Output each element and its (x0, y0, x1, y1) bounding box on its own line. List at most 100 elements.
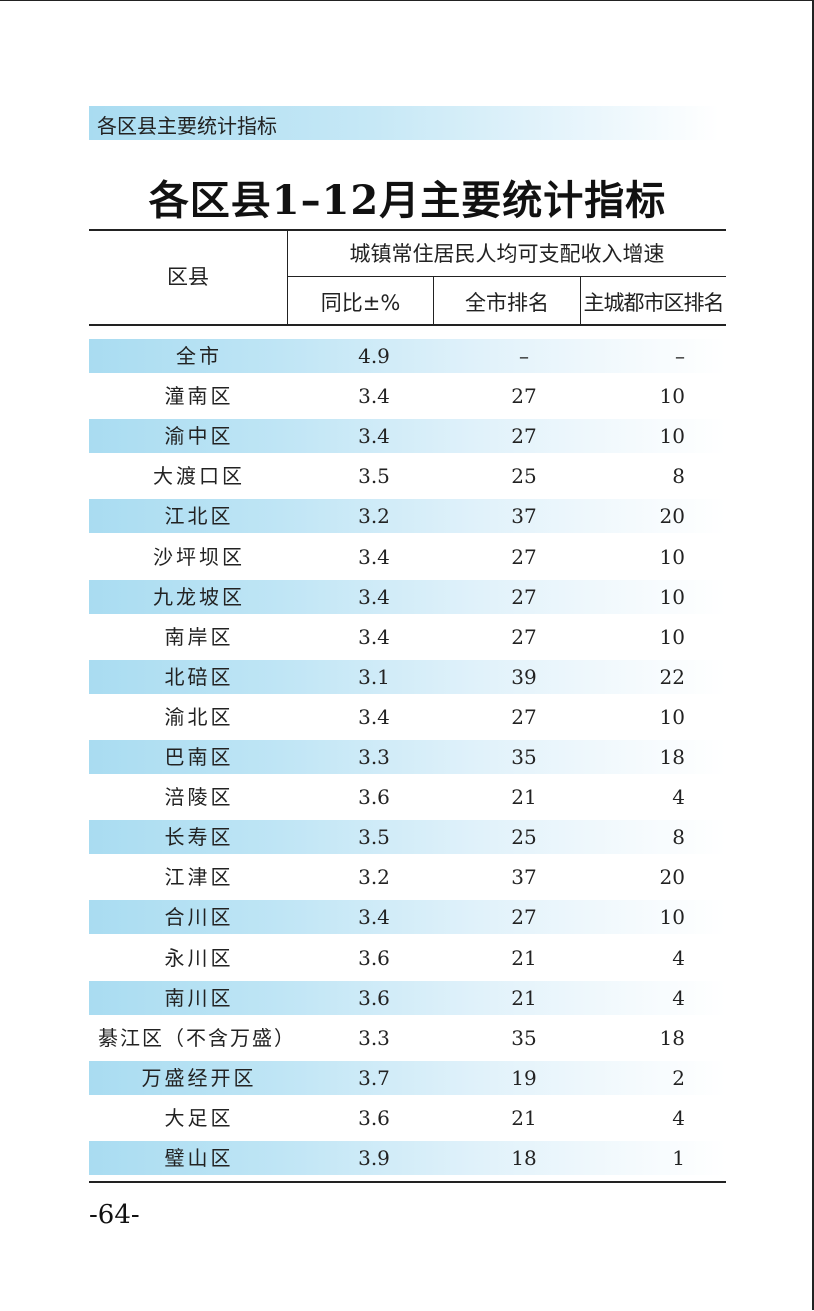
city-rank-cell: 27 (511, 545, 537, 569)
yoy-cell: 3.4 (358, 424, 390, 448)
city-rank-cell: 39 (511, 665, 537, 689)
district-cell: 璧山区 (164, 1146, 234, 1170)
main-rank-cell: – (675, 344, 685, 368)
district-cell: 沙坪坝区 (153, 545, 245, 569)
table-row: 綦江区（不含万盛） 3.3 35 18 (89, 1021, 726, 1055)
table-bottom-rule (89, 1181, 726, 1183)
main-rank-cell: 2 (672, 1066, 685, 1090)
district-cell: 永川区 (164, 946, 234, 970)
yoy-cell: 3.4 (358, 905, 390, 929)
main-rank-cell: 10 (659, 384, 685, 408)
city-rank-cell: 19 (511, 1066, 537, 1090)
table-row: 璧山区 3.9 18 1 (89, 1141, 726, 1175)
yoy-cell: 3.2 (358, 504, 390, 528)
city-rank-cell: 21 (511, 946, 537, 970)
table-row: 沙坪坝区 3.4 27 10 (89, 540, 726, 574)
city-rank-cell: – (519, 344, 529, 368)
city-rank-cell: 25 (511, 825, 537, 849)
col-header-district: 区县 (167, 265, 209, 289)
city-rank-cell: 27 (511, 705, 537, 729)
district-cell: 南川区 (164, 986, 234, 1010)
yoy-cell: 3.4 (358, 705, 390, 729)
yoy-cell: 3.6 (358, 785, 390, 809)
city-rank-cell: 27 (511, 384, 537, 408)
yoy-cell: 3.2 (358, 865, 390, 889)
col-header-city-rank: 全市排名 (465, 291, 549, 315)
city-rank-cell: 37 (511, 504, 537, 528)
table-row: 巴南区 3.3 35 18 (89, 740, 726, 774)
city-rank-cell: 27 (511, 905, 537, 929)
district-cell: 全市 (176, 344, 222, 368)
table-row: 南岸区 3.4 27 10 (89, 620, 726, 654)
yoy-cell: 3.9 (358, 1146, 390, 1170)
main-rank-cell: 18 (659, 1026, 685, 1050)
main-rank-cell: 10 (659, 705, 685, 729)
table-row: 长寿区 3.5 25 8 (89, 820, 726, 854)
city-rank-cell: 18 (511, 1146, 537, 1170)
main-rank-cell: 20 (659, 504, 685, 528)
main-rank-cell: 4 (672, 1106, 685, 1130)
table-row: 南川区 3.6 21 4 (89, 981, 726, 1015)
yoy-cell: 3.3 (358, 1026, 390, 1050)
yoy-cell: 3.6 (358, 1106, 390, 1130)
main-rank-cell: 8 (672, 464, 685, 488)
table-row: 大渡口区 3.5 25 8 (89, 459, 726, 493)
table-row: 全市 4.9 – – (89, 339, 726, 373)
page-number: -64- (89, 1200, 140, 1230)
main-rank-cell: 22 (659, 665, 685, 689)
table-row: 合川区 3.4 27 10 (89, 900, 726, 934)
yoy-cell: 3.4 (358, 625, 390, 649)
table-header-bottom-rule (89, 324, 726, 326)
district-cell: 长寿区 (164, 825, 234, 849)
main-rank-cell: 18 (659, 745, 685, 769)
city-rank-cell: 27 (511, 585, 537, 609)
main-rank-cell: 8 (672, 825, 685, 849)
page-title: 各区县1–12月主要统计指标 (148, 177, 667, 224)
table-row: 永川区 3.6 21 4 (89, 941, 726, 975)
city-rank-cell: 21 (511, 785, 537, 809)
header-divider-2 (433, 277, 434, 324)
table-row: 大足区 3.6 21 4 (89, 1101, 726, 1135)
yoy-cell: 3.5 (358, 464, 390, 488)
district-cell: 万盛经开区 (141, 1066, 257, 1090)
col-header-income-growth: 城镇常住居民人均可支配收入增速 (349, 242, 665, 266)
main-rank-cell: 10 (659, 585, 685, 609)
yoy-cell: 3.6 (358, 946, 390, 970)
district-cell: 北碚区 (164, 665, 234, 689)
yoy-cell: 3.6 (358, 986, 390, 1010)
city-rank-cell: 35 (511, 1026, 537, 1050)
header-divider-1 (287, 231, 288, 324)
yoy-cell: 3.7 (358, 1066, 390, 1090)
table-row: 潼南区 3.4 27 10 (89, 379, 726, 413)
header-divider-3 (580, 277, 581, 324)
table-row: 渝中区 3.4 27 10 (89, 419, 726, 453)
district-cell: 大足区 (164, 1106, 234, 1130)
yoy-cell: 3.3 (358, 745, 390, 769)
district-cell: 綦江区（不含万盛） (98, 1026, 296, 1050)
main-rank-cell: 4 (672, 946, 685, 970)
group-header-rule (287, 276, 726, 277)
district-cell: 九龙坡区 (153, 585, 245, 609)
district-cell: 潼南区 (164, 384, 234, 408)
table-top-rule (89, 229, 726, 231)
main-rank-cell: 4 (672, 785, 685, 809)
main-rank-cell: 1 (672, 1146, 685, 1170)
section-header: 各区县主要统计指标 (97, 114, 277, 138)
main-rank-cell: 10 (659, 424, 685, 448)
main-rank-cell: 10 (659, 905, 685, 929)
table-row: 渝北区 3.4 27 10 (89, 700, 726, 734)
table-row: 江津区 3.2 37 20 (89, 860, 726, 894)
city-rank-cell: 25 (511, 464, 537, 488)
district-cell: 巴南区 (164, 745, 234, 769)
section-header-band (89, 106, 719, 140)
main-rank-cell: 4 (672, 986, 685, 1010)
city-rank-cell: 37 (511, 865, 537, 889)
district-cell: 大渡口区 (153, 464, 245, 488)
district-cell: 江津区 (164, 865, 234, 889)
district-cell: 渝北区 (164, 705, 234, 729)
table-row: 江北区 3.2 37 20 (89, 499, 726, 533)
yoy-cell: 3.1 (358, 665, 390, 689)
table-row: 北碚区 3.1 39 22 (89, 660, 726, 694)
city-rank-cell: 21 (511, 1106, 537, 1130)
